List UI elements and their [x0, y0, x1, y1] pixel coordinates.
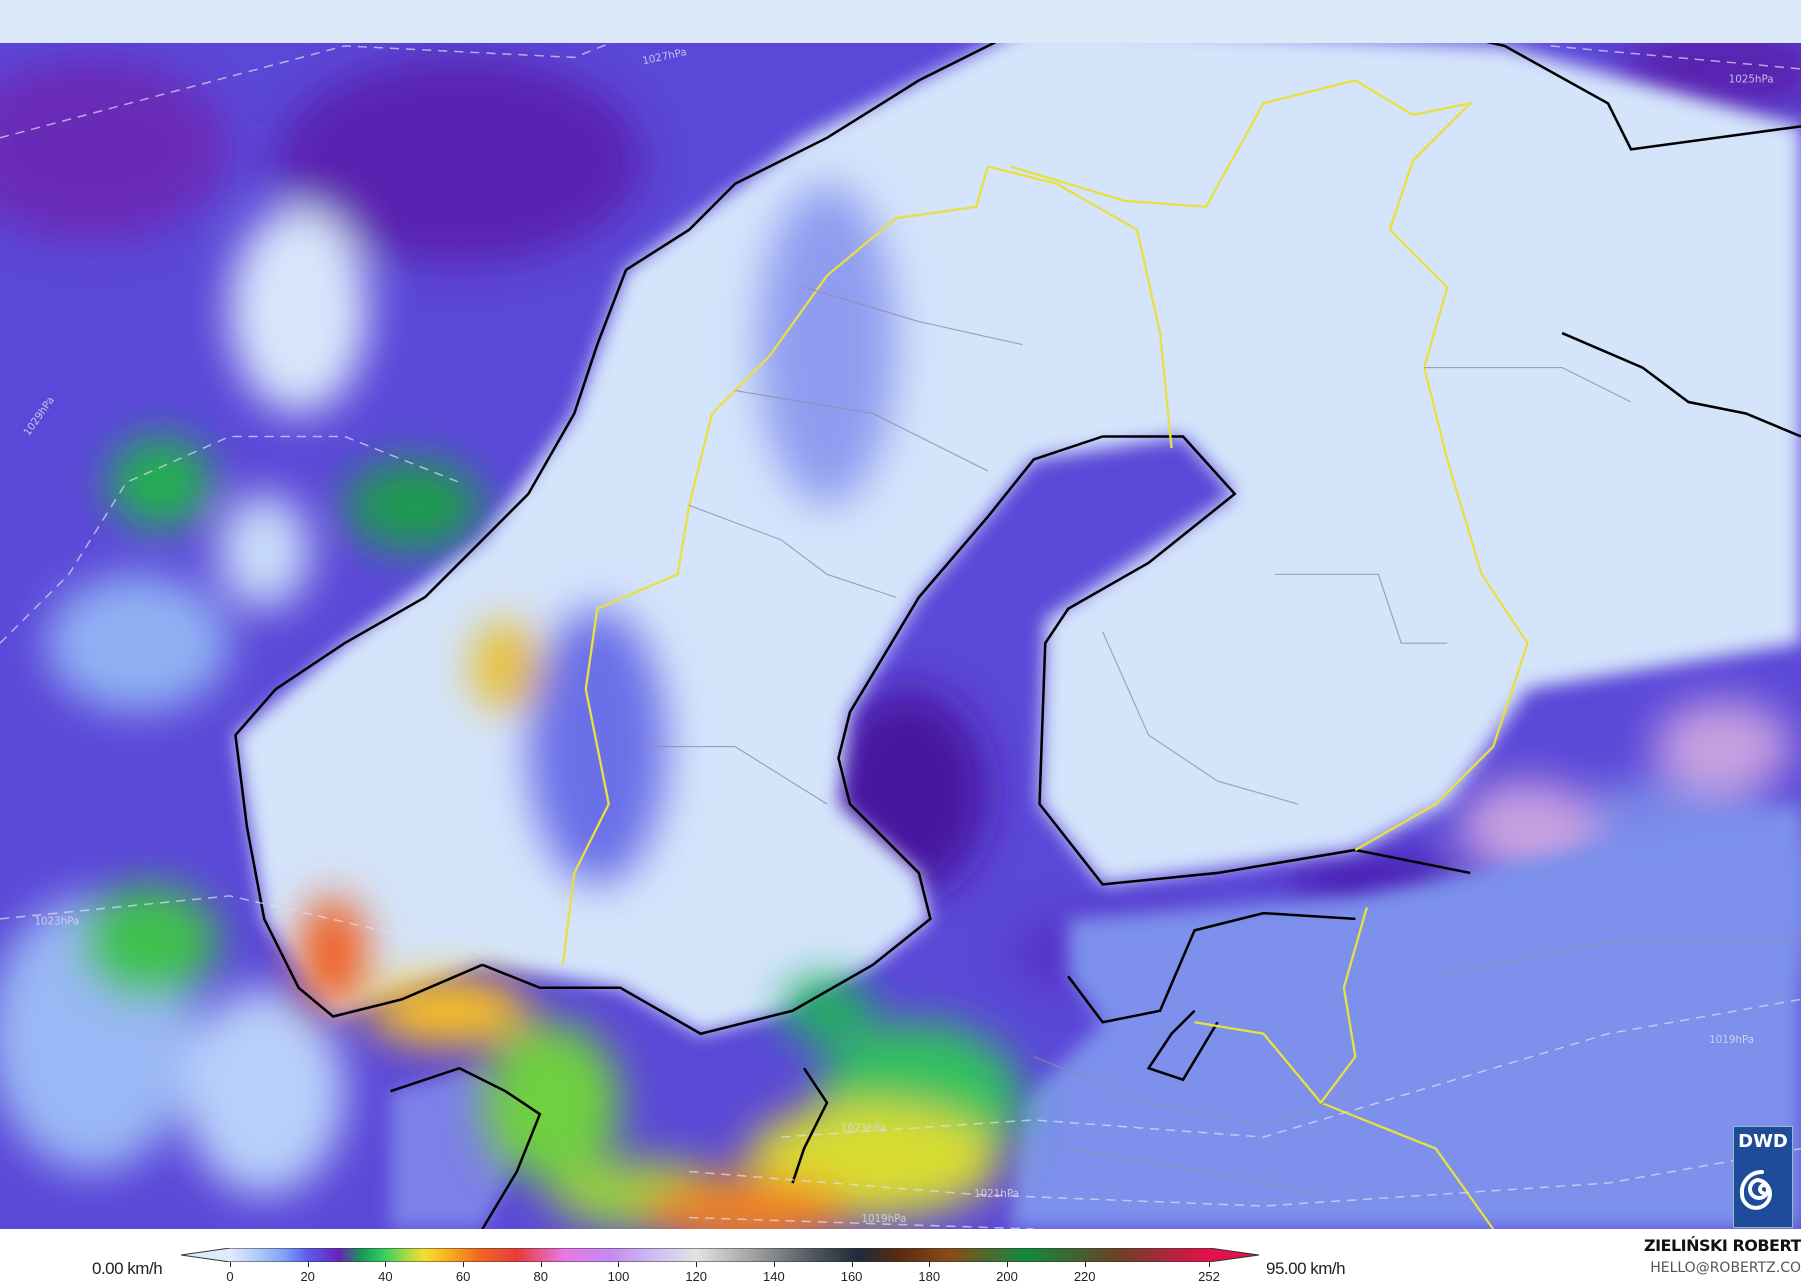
colorbar	[181, 1248, 1260, 1262]
colorbar-tick-label: 160	[840, 1269, 863, 1284]
top-band	[0, 0, 1801, 43]
colorbar-tick	[773, 1262, 775, 1267]
dwd-logo-text: DWD	[1738, 1131, 1788, 1152]
colorbar-tick	[1006, 1262, 1008, 1267]
wind-hotspots	[298, 183, 1023, 1229]
colorbar-tick	[307, 1262, 309, 1267]
isobar-label: 1021hPa	[974, 1188, 1019, 1200]
colorbar-tick	[230, 1262, 231, 1267]
colorbar-tick-label: 80	[533, 1269, 549, 1284]
colorbar-tick-label: 252	[1198, 1269, 1220, 1284]
isobar-label: 1023hPa	[34, 916, 79, 928]
land-baltics-poland	[1010, 804, 1801, 1229]
colorbar-tick-label: 180	[918, 1269, 941, 1284]
colorbar-tick	[540, 1262, 542, 1267]
legend-min-label: 0.00 km/h	[92, 1259, 163, 1278]
author-credit: ZIELIŃSKI ROBERT	[1643, 1236, 1801, 1255]
colorbar-legend: 0.00 km/h 0 20 40 60 80 100 120 140 160 180 200 220…	[0, 1229, 1801, 1287]
author-email[interactable]: HELLO@ROBERTZ.CO	[1650, 1260, 1801, 1276]
admin-borders	[643, 286, 1801, 1196]
colorbar-tick	[1209, 1262, 1210, 1267]
colorbar-tick-label: 0	[226, 1269, 234, 1284]
colorbar-tick-label: 20	[300, 1269, 315, 1284]
dwd-spiral-icon	[1739, 1169, 1772, 1210]
colorbar-tick	[1084, 1262, 1086, 1267]
dwd-logo: DWD	[1733, 1126, 1793, 1228]
colorbar-tick-label: 100	[607, 1269, 630, 1284]
colorbar-tick-label: 200	[996, 1269, 1018, 1284]
colorbar-tick-label: 220	[1073, 1269, 1096, 1284]
colorbar-tick-label: 120	[685, 1269, 708, 1284]
isobar-label: 1019hPa	[1709, 1034, 1754, 1046]
isobar-label: 1025hPa	[1729, 74, 1774, 86]
wind-gust-map: 1027hPa 1029hPa 1025hPa 1023hPa 1023hPa …	[0, 0, 1801, 1229]
isobar-label: 1023hPa	[841, 1122, 886, 1134]
colorbar-tick	[929, 1262, 931, 1267]
colorbar-tick-label: 60	[455, 1269, 471, 1284]
colorbar-tick	[618, 1262, 620, 1267]
colorbar-tick	[463, 1262, 465, 1267]
colorbar-tick-label: 40	[378, 1269, 393, 1284]
legend-max-label: 95.00 km/h	[1266, 1259, 1346, 1278]
colorbar-tick	[385, 1262, 387, 1267]
colorbar-tick-label: 140	[763, 1269, 785, 1284]
isobar-label: 1019hPa	[861, 1213, 906, 1225]
colorbar-tick	[696, 1262, 698, 1267]
colorbar-tick	[851, 1262, 853, 1267]
